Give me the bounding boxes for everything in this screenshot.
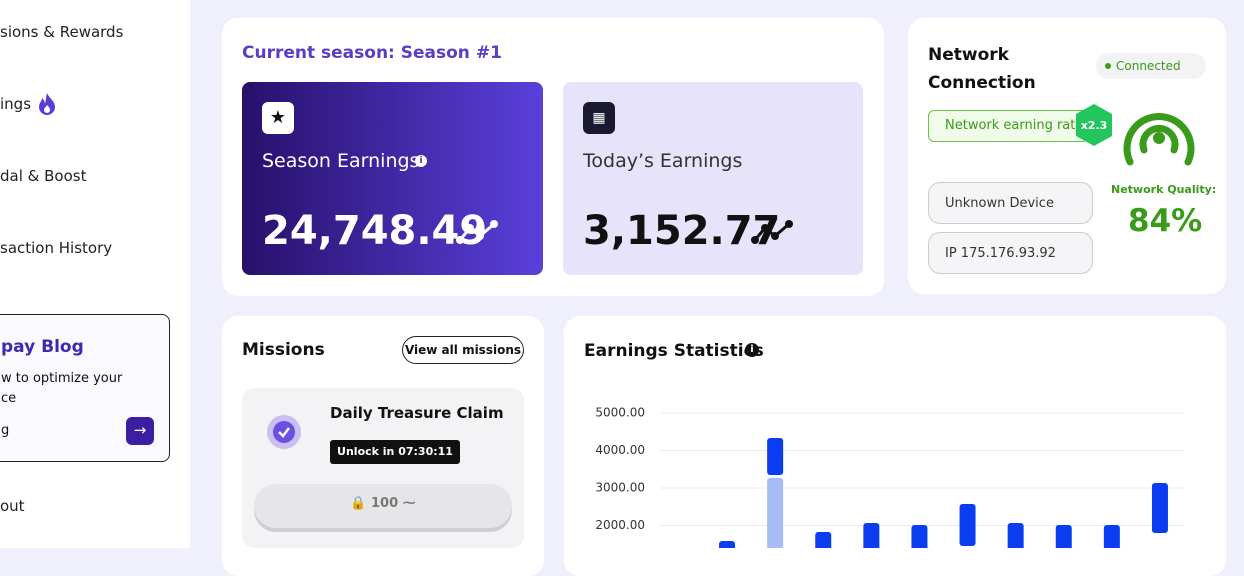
statistics-title: Earnings Statistics xyxy=(584,341,764,361)
bar xyxy=(959,504,976,547)
y-tick-label: 5000.00 xyxy=(595,406,645,420)
menu-item[interactable]: out xyxy=(0,497,25,515)
blog-text: ce xyxy=(1,391,17,406)
sidebar: sions & Rewards ings dal & Boost saction… xyxy=(0,0,190,548)
tile-label: Today’s Earnings xyxy=(583,150,743,172)
y-tick-label: 3000.00 xyxy=(595,481,645,495)
menu-item[interactable]: ings xyxy=(0,95,32,113)
earning-rate: Network earning rate xyxy=(928,110,1088,142)
tile-value: 24,748.49 xyxy=(262,208,488,254)
calendar-icon: ▦ xyxy=(583,102,615,134)
y-tick-label: 2000.00 xyxy=(595,518,645,532)
tile-label: Season Earnings xyxy=(262,150,420,172)
claim-button[interactable]: 🔒 100 ⁓ xyxy=(254,484,512,528)
network-card: Network Connection Connected Network ear… xyxy=(908,18,1226,294)
season-title: Current season: Season #1 xyxy=(242,43,502,63)
today-earnings-tile: ▦ Today’s Earnings 3,152.77 xyxy=(563,82,863,275)
star-icon: ★ xyxy=(262,102,294,134)
status-pill: Connected xyxy=(1096,53,1206,79)
bar xyxy=(719,540,736,548)
season-earnings-tile: ★ Season Earnings i 24,748.49 xyxy=(242,82,543,275)
statistics-card: Earnings Statistics i 5000.00 4000.00 3000… xyxy=(564,316,1226,576)
status-text: Connected xyxy=(1116,59,1181,73)
info-icon[interactable]: i xyxy=(745,343,759,357)
quality-value: 84% xyxy=(1128,203,1203,239)
bar xyxy=(1151,483,1168,533)
missions-card: Missions View all missions Daily Treasur… xyxy=(222,316,544,576)
signal-icon xyxy=(1123,112,1195,166)
device-pill: Unknown Device xyxy=(928,182,1093,224)
bar-chart: 5000.00 4000.00 3000.00 2000.00 xyxy=(595,406,1185,548)
blog-link[interactable]: g xyxy=(1,423,10,438)
quality-label: Network Quality: xyxy=(1111,183,1217,196)
y-tick-label: 4000.00 xyxy=(595,443,645,457)
flame-icon xyxy=(39,93,55,115)
trend-icon xyxy=(751,220,793,244)
multiplier-text: x2.3 xyxy=(1081,119,1108,132)
bar xyxy=(863,522,880,548)
blog-title: pay Blog xyxy=(1,337,84,357)
season-card: Current season: Season #1 ★ Season Earni… xyxy=(222,18,884,296)
bar-base xyxy=(767,477,784,548)
bar xyxy=(1007,522,1024,548)
bar xyxy=(1103,525,1120,548)
mission-timer: Unlock in 07:30:11 xyxy=(330,440,460,464)
mission-title: Daily Treasure Claim xyxy=(330,404,504,422)
multiplier-badge: x2.3 xyxy=(1076,104,1112,146)
ip-pill: IP 175.176.93.92 xyxy=(928,232,1093,274)
blog-arrow[interactable]: → xyxy=(126,417,154,445)
info-icon[interactable]: i xyxy=(415,155,427,167)
mission-item: Daily Treasure Claim Unlock in 07:30:11 … xyxy=(242,388,524,548)
mission-icon xyxy=(267,415,301,449)
blog-card: pay Blog w to optimize your ce g → xyxy=(0,314,170,462)
trend-icon xyxy=(456,220,498,244)
tile-value: 3,152.77 xyxy=(583,208,781,254)
network-title: Network Connection xyxy=(928,45,1036,93)
menu-item[interactable]: dal & Boost xyxy=(0,167,87,185)
bar xyxy=(815,531,832,548)
bar xyxy=(767,438,784,475)
reward-value: 100 xyxy=(371,496,399,511)
menu-item[interactable]: sions & Rewards xyxy=(0,23,124,41)
bar xyxy=(1055,525,1072,548)
blog-text: w to optimize your xyxy=(1,371,123,386)
bar xyxy=(911,525,928,548)
missions-title: Missions xyxy=(242,340,325,360)
view-all-button[interactable]: View all missions xyxy=(402,336,524,364)
menu-item[interactable]: saction History xyxy=(0,239,113,257)
